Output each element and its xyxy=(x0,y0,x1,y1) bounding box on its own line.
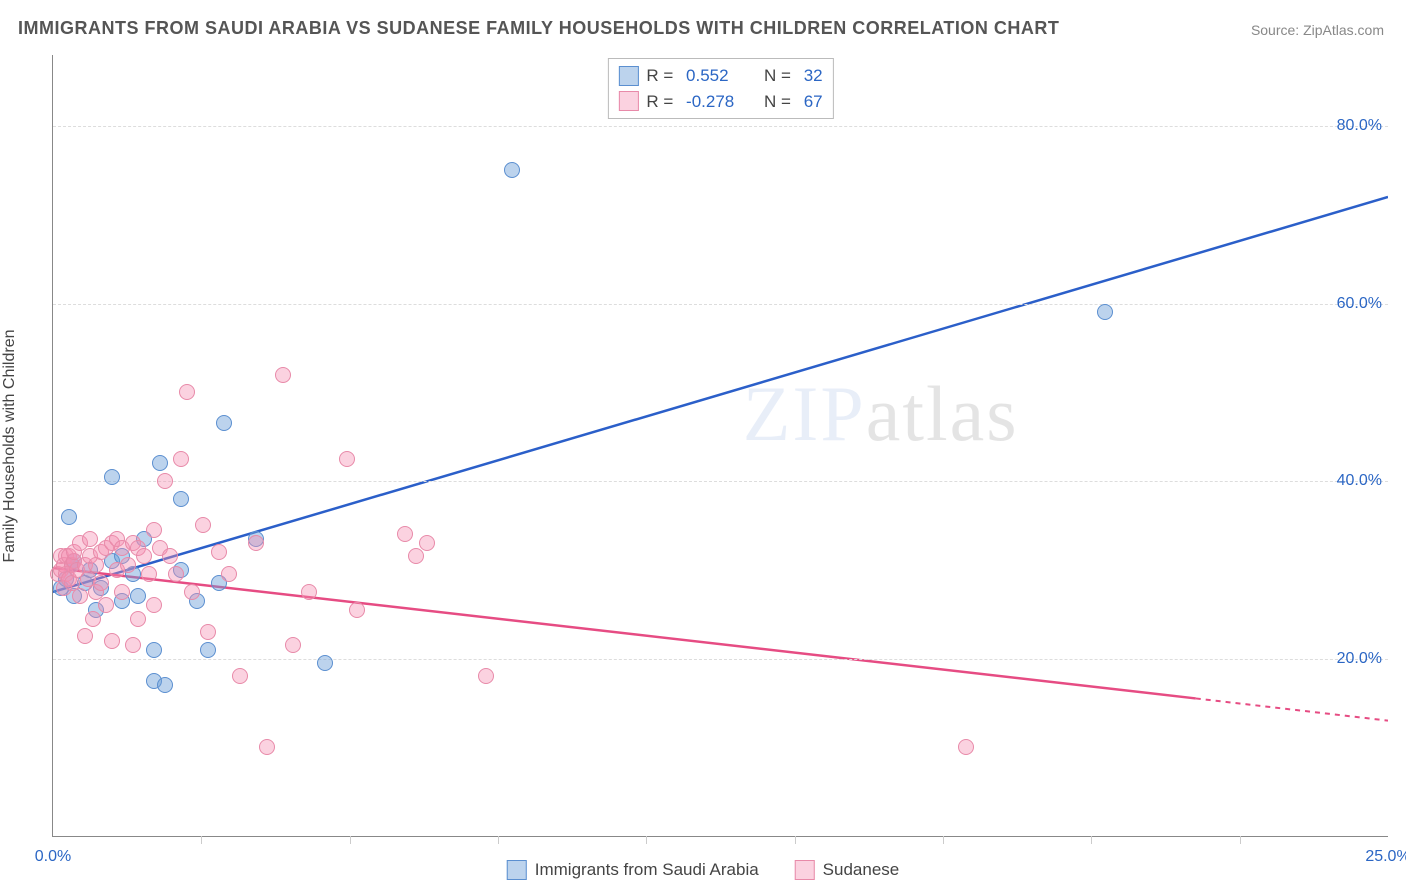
x-tick-mark xyxy=(350,836,351,844)
scatter-point-saudi xyxy=(200,642,216,658)
x-tick-label: 25.0% xyxy=(1365,848,1406,866)
scatter-point-sudanese xyxy=(301,584,317,600)
y-tick-label: 60.0% xyxy=(1337,295,1382,313)
x-tick-mark xyxy=(646,836,647,844)
scatter-point-sudanese xyxy=(408,548,424,564)
scatter-point-sudanese xyxy=(419,535,435,551)
legend-item-saudi: Immigrants from Saudi Arabia xyxy=(507,860,759,880)
scatter-point-sudanese xyxy=(200,624,216,640)
scatter-point-sudanese xyxy=(285,637,301,653)
legend-swatch-saudi xyxy=(507,860,527,880)
scatter-point-saudi xyxy=(157,677,173,693)
scatter-point-sudanese xyxy=(184,584,200,600)
scatter-point-sudanese xyxy=(141,566,157,582)
gridline-h xyxy=(53,481,1388,482)
legend-swatch-sudanese xyxy=(795,860,815,880)
legend-label: Immigrants from Saudi Arabia xyxy=(535,860,759,880)
scatter-point-sudanese xyxy=(195,517,211,533)
y-tick-label: 20.0% xyxy=(1337,650,1382,668)
scatter-point-sudanese xyxy=(146,597,162,613)
scatter-point-saudi xyxy=(152,455,168,471)
scatter-point-sudanese xyxy=(958,739,974,755)
chart-title: IMMIGRANTS FROM SAUDI ARABIA VS SUDANESE… xyxy=(18,18,1059,39)
stat-n-label: N = xyxy=(764,89,796,115)
scatter-point-saudi xyxy=(317,655,333,671)
scatter-point-sudanese xyxy=(349,602,365,618)
scatter-point-sudanese xyxy=(478,668,494,684)
x-tick-mark xyxy=(795,836,796,844)
x-tick-mark xyxy=(943,836,944,844)
scatter-point-sudanese xyxy=(130,611,146,627)
scatter-point-sudanese xyxy=(275,367,291,383)
scatter-point-saudi xyxy=(130,588,146,604)
scatter-point-sudanese xyxy=(248,535,264,551)
scatter-point-sudanese xyxy=(114,584,130,600)
stat-r-label: R = xyxy=(646,89,678,115)
scatter-point-sudanese xyxy=(77,628,93,644)
scatter-point-sudanese xyxy=(93,575,109,591)
source-label: Source: ZipAtlas.com xyxy=(1251,22,1384,38)
x-tick-mark xyxy=(498,836,499,844)
gridline-h xyxy=(53,659,1388,660)
stat-r-label: R = xyxy=(646,63,678,89)
chart-plot-area: ZIPatlas R = 0.552 N = 32 R = -0.278 N = 67… xyxy=(52,55,1388,837)
scatter-point-saudi xyxy=(104,469,120,485)
scatter-point-sudanese xyxy=(157,473,173,489)
correlation-stats-box: R = 0.552 N = 32 R = -0.278 N = 67 xyxy=(607,58,833,119)
scatter-point-saudi xyxy=(216,415,232,431)
scatter-point-sudanese xyxy=(211,544,227,560)
scatter-point-saudi xyxy=(146,642,162,658)
scatter-point-sudanese xyxy=(125,637,141,653)
swatch-saudi xyxy=(618,66,638,86)
gridline-h xyxy=(53,126,1388,127)
scatter-point-sudanese xyxy=(339,451,355,467)
scatter-point-saudi xyxy=(61,509,77,525)
scatter-point-sudanese xyxy=(72,588,88,604)
legend-label: Sudanese xyxy=(823,860,900,880)
scatter-point-sudanese xyxy=(221,566,237,582)
gridline-h xyxy=(53,304,1388,305)
scatter-point-sudanese xyxy=(397,526,413,542)
stat-row-sudanese: R = -0.278 N = 67 xyxy=(618,89,822,115)
scatter-point-saudi xyxy=(173,491,189,507)
scatter-point-sudanese xyxy=(136,548,152,564)
x-tick-mark xyxy=(1240,836,1241,844)
scatter-point-sudanese xyxy=(179,384,195,400)
stat-r-value: 0.552 xyxy=(686,63,756,89)
scatter-point-sudanese xyxy=(173,451,189,467)
scatter-point-sudanese xyxy=(259,739,275,755)
y-axis-label: Family Households with Children xyxy=(1,330,19,563)
y-tick-label: 80.0% xyxy=(1337,117,1382,135)
trend-line-dash-sudanese xyxy=(1196,698,1388,720)
swatch-sudanese xyxy=(618,91,638,111)
scatter-point-sudanese xyxy=(120,557,136,573)
scatter-point-sudanese xyxy=(146,522,162,538)
x-tick-label: 0.0% xyxy=(35,848,71,866)
x-tick-mark xyxy=(1091,836,1092,844)
scatter-point-sudanese xyxy=(232,668,248,684)
trend-lines-layer xyxy=(53,55,1388,836)
stat-row-saudi: R = 0.552 N = 32 xyxy=(618,63,822,89)
y-tick-label: 40.0% xyxy=(1337,472,1382,490)
bottom-legend: Immigrants from Saudi Arabia Sudanese xyxy=(507,860,900,880)
scatter-point-sudanese xyxy=(162,548,178,564)
scatter-point-sudanese xyxy=(168,566,184,582)
scatter-point-sudanese xyxy=(104,633,120,649)
scatter-point-saudi xyxy=(1097,304,1113,320)
stat-n-value: 32 xyxy=(804,63,823,89)
scatter-point-saudi xyxy=(504,162,520,178)
legend-item-sudanese: Sudanese xyxy=(795,860,900,880)
scatter-point-sudanese xyxy=(98,597,114,613)
stat-r-value: -0.278 xyxy=(686,89,756,115)
x-tick-mark xyxy=(201,836,202,844)
scatter-point-sudanese xyxy=(85,611,101,627)
stat-n-label: N = xyxy=(764,63,796,89)
stat-n-value: 67 xyxy=(804,89,823,115)
watermark: ZIPatlas xyxy=(743,369,1019,459)
